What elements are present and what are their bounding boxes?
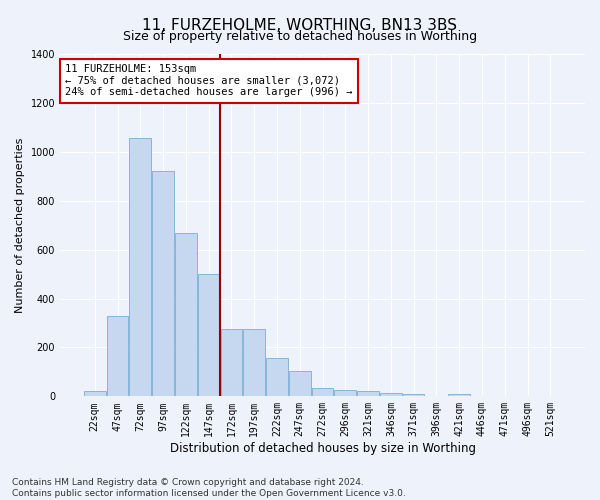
- X-axis label: Distribution of detached houses by size in Worthing: Distribution of detached houses by size …: [170, 442, 476, 455]
- Bar: [448, 394, 470, 396]
- Text: 11 FURZEHOLME: 153sqm
← 75% of detached houses are smaller (3,072)
24% of semi-d: 11 FURZEHOLME: 153sqm ← 75% of detached …: [65, 64, 353, 98]
- Bar: [198, 274, 220, 396]
- Bar: [266, 358, 288, 397]
- Bar: [84, 392, 106, 396]
- Text: 11, FURZEHOLME, WORTHING, BN13 3BS: 11, FURZEHOLME, WORTHING, BN13 3BS: [143, 18, 458, 32]
- Bar: [244, 329, 265, 396]
- Bar: [403, 394, 424, 396]
- Text: Contains HM Land Registry data © Crown copyright and database right 2024.
Contai: Contains HM Land Registry data © Crown c…: [12, 478, 406, 498]
- Bar: [380, 392, 401, 396]
- Bar: [289, 370, 311, 396]
- Bar: [312, 388, 334, 396]
- Bar: [107, 316, 128, 396]
- Bar: [152, 172, 174, 396]
- Y-axis label: Number of detached properties: Number of detached properties: [15, 138, 25, 313]
- Text: Size of property relative to detached houses in Worthing: Size of property relative to detached ho…: [123, 30, 477, 43]
- Bar: [130, 138, 151, 396]
- Bar: [175, 232, 197, 396]
- Bar: [357, 391, 379, 396]
- Bar: [221, 329, 242, 396]
- Bar: [334, 390, 356, 396]
